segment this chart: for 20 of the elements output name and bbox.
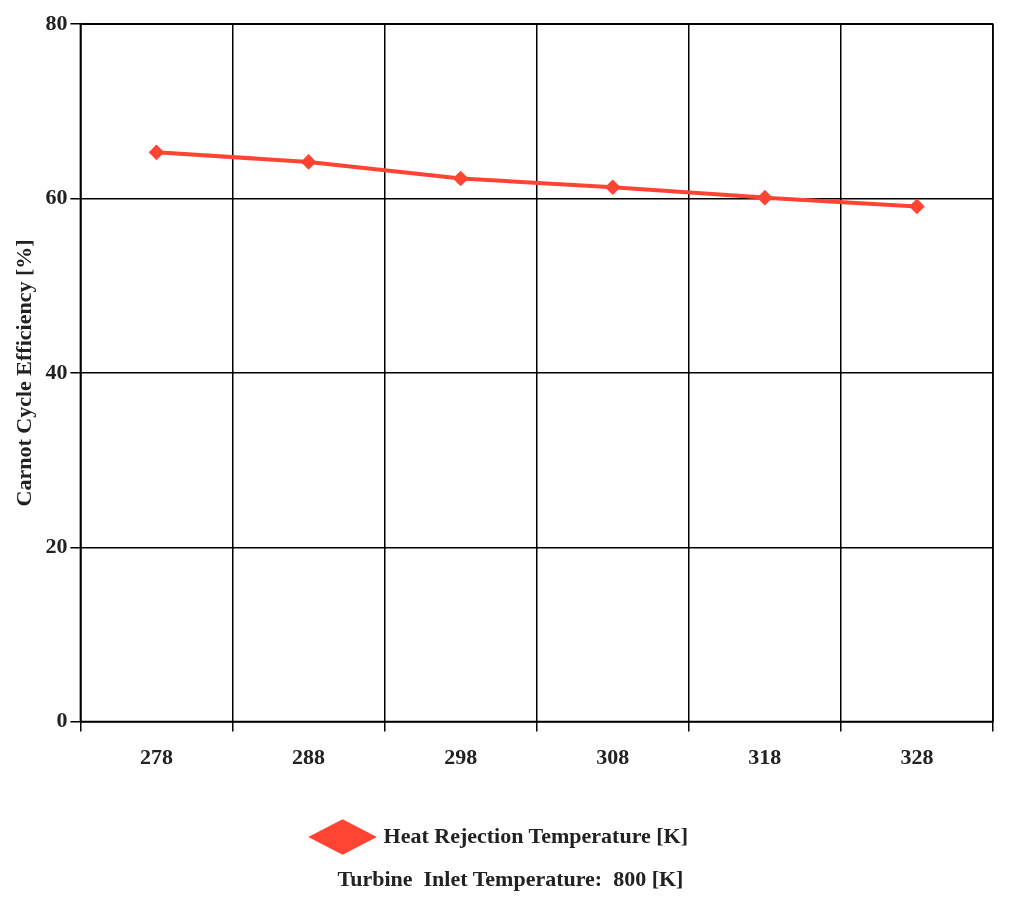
legend-label: Heat Rejection Temperature [K] (383, 822, 689, 848)
x-tick-label: 318 (748, 744, 782, 770)
x-tick-label: 278 (139, 744, 173, 770)
point (757, 190, 772, 205)
text: Turbine Inlet Temperature: 800 [K] (336, 866, 685, 892)
x-tick-label: 308 (596, 744, 630, 770)
point (453, 171, 468, 186)
y-tick-label: 20 (45, 532, 68, 558)
point (909, 199, 924, 214)
x-tick-label: 328 (900, 744, 934, 770)
y-tick-label: 60 (45, 184, 68, 210)
y-axis-title: Carnot Cycle Efficiency [%] (10, 239, 36, 507)
y-tick-label: 40 (45, 358, 68, 384)
x-tick-label: 298 (444, 744, 478, 770)
point (301, 154, 316, 169)
point (149, 145, 164, 160)
x-tick-label: 288 (292, 744, 326, 770)
point (605, 180, 620, 195)
y-tick-label: 80 (45, 9, 68, 35)
y-tick-label: 0 (56, 707, 68, 733)
